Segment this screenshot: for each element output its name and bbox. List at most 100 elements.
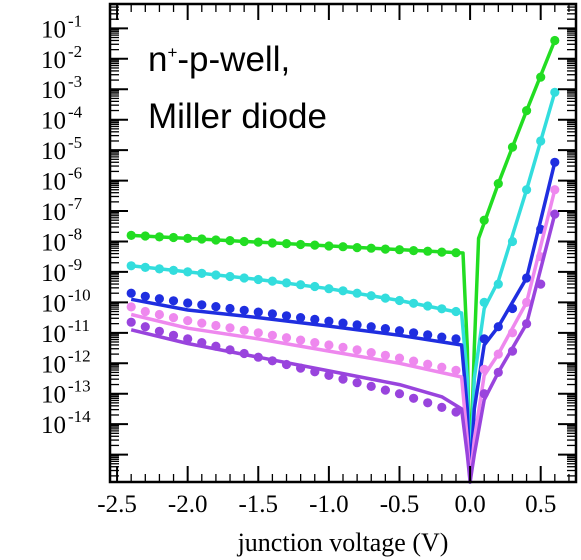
y-tick-base: 10 — [41, 138, 66, 165]
series-2-point — [507, 236, 518, 247]
series-3-point — [296, 313, 306, 323]
series-4-point — [310, 338, 320, 348]
series-2-point — [267, 276, 277, 286]
y-tick-exponent: -5 — [68, 133, 82, 152]
series-2-point — [479, 297, 489, 307]
series-5-point — [380, 385, 390, 395]
y-tick-base: 10 — [41, 169, 66, 196]
y-tick-exponent: -6 — [68, 164, 82, 183]
series-2-point — [352, 288, 362, 298]
series-1-point — [493, 179, 503, 189]
series-4-point — [296, 335, 306, 345]
y-tick-label: 10 — [41, 138, 66, 165]
y-tick-base: 10 — [41, 290, 66, 317]
y-tick-label: 10 — [41, 77, 66, 104]
series-3-point — [366, 322, 376, 332]
series-3-point — [409, 328, 419, 338]
annotation-line-1: n+-p-well, — [148, 40, 290, 79]
x-tick-label: -2.0 — [168, 491, 208, 518]
series-3-point — [380, 324, 390, 334]
series-5-point — [140, 322, 150, 332]
series-4-point — [550, 185, 560, 195]
series-2-point — [310, 281, 320, 292]
series-5-point — [267, 356, 277, 366]
x-tick-label: 0.0 — [454, 491, 485, 518]
series-2-point — [522, 185, 532, 195]
y-tick-label: 10 — [41, 260, 66, 287]
annotation-plus-sup: + — [167, 43, 177, 62]
series-5-point — [126, 317, 136, 327]
y-tick-label: 10 — [41, 290, 66, 317]
series-4-point — [409, 356, 419, 366]
y-tick-label: 10 — [41, 382, 66, 409]
series-5-point — [493, 367, 503, 377]
series-5-point — [550, 209, 560, 219]
series-5-point — [154, 326, 164, 336]
y-axis-ticks — [110, 4, 576, 477]
x-tick-label: -2.5 — [97, 491, 137, 518]
y-tick-base: 10 — [41, 47, 66, 74]
y-tick-label: 10 — [41, 199, 66, 226]
series-3-point — [394, 326, 405, 336]
series-1-point — [409, 246, 419, 256]
y-tick-label: 10 — [41, 108, 66, 135]
y-tick-exponent: -3 — [68, 72, 82, 91]
x-axis-tick-labels: -2.5 -2.0 -1.5 -1.0 -0.5 0.0 0.5 — [97, 491, 556, 518]
series-3-point — [423, 330, 433, 340]
series-1-point — [126, 230, 136, 240]
y-tick-label: 10 — [41, 229, 66, 256]
series-5-point — [239, 348, 249, 359]
series-3-point — [140, 291, 150, 301]
series-1-point — [225, 236, 235, 246]
x-tick-label: -1.5 — [238, 491, 278, 518]
series-2-point — [536, 136, 546, 146]
series-4-point — [423, 359, 433, 369]
series-4-point — [154, 309, 164, 320]
y-tick-exponent: -10 — [68, 285, 91, 304]
series-5-point — [451, 407, 461, 417]
series-1-point — [507, 142, 518, 152]
y-tick-base: 10 — [41, 16, 66, 43]
series-1-point — [536, 72, 546, 82]
annotation-n: n — [148, 40, 167, 79]
series-1-point — [437, 247, 447, 257]
series-5-point — [507, 346, 518, 356]
y-tick-base: 10 — [41, 321, 66, 348]
series-1-point — [550, 35, 560, 46]
y-tick-base: 10 — [41, 412, 66, 439]
series-1-point — [423, 246, 433, 256]
series-5-point — [211, 341, 221, 351]
series-1-point — [197, 234, 207, 244]
series-2-point — [197, 268, 207, 278]
series-3-point — [154, 294, 164, 304]
series-5-point — [409, 393, 419, 403]
series-1-fit-line — [131, 39, 557, 484]
series-4-point — [267, 330, 277, 340]
series-4-point — [522, 297, 532, 307]
series-3-point — [126, 288, 136, 298]
series-1-point — [281, 239, 292, 249]
series-2-point — [324, 284, 334, 294]
series-3-point — [281, 311, 292, 321]
series-4-point — [126, 302, 136, 312]
y-tick-label: 10 — [41, 47, 66, 74]
series-4-point — [253, 328, 263, 338]
series-3-point — [324, 316, 334, 326]
series-4-point — [197, 318, 207, 328]
series-3-point — [253, 307, 263, 317]
series-2-point — [211, 270, 221, 280]
series-3-point — [197, 300, 207, 310]
series-4-point — [140, 306, 150, 317]
series-2-point — [409, 298, 419, 308]
series-4-point — [183, 316, 193, 326]
y-tick-exponent: -8 — [68, 224, 82, 243]
y-tick-label: 10 — [41, 321, 66, 348]
series-2-point — [140, 262, 150, 272]
y-tick-exponent: -2 — [68, 42, 82, 61]
series-1-point — [366, 243, 376, 253]
series-1-point — [140, 231, 150, 241]
series-5-point — [394, 389, 405, 399]
y-tick-exponent: -9 — [68, 255, 82, 274]
series-5-point — [437, 402, 447, 412]
